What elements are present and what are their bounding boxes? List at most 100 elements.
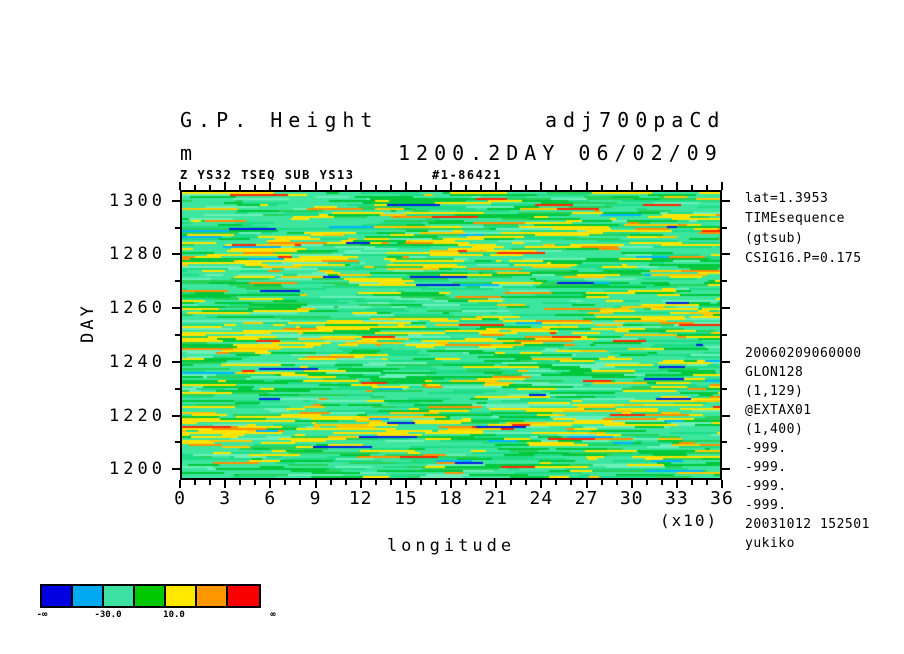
colorbar-segment bbox=[104, 586, 135, 606]
annotation-line: -999. bbox=[745, 441, 787, 456]
axis-tick bbox=[645, 185, 648, 190]
x-tick-label: 36 bbox=[710, 488, 734, 509]
axis-tick bbox=[510, 480, 513, 485]
plot-area: 0 3 6 9 12 15 18 21 24 27 30 33 36 1300 1280 1260 1240 12… bbox=[109, 182, 733, 509]
axis-tick bbox=[675, 480, 678, 488]
colorbar-segment bbox=[42, 586, 73, 606]
axis-tick bbox=[172, 253, 180, 256]
axis-tick bbox=[284, 480, 287, 485]
colorbar-segment bbox=[73, 586, 104, 606]
axis-tick bbox=[175, 387, 180, 390]
axis-tick bbox=[239, 480, 242, 485]
axis-tick bbox=[314, 480, 317, 488]
axis-tick bbox=[179, 480, 181, 488]
y-tick-label: 1220 bbox=[109, 405, 166, 426]
axis-tick bbox=[722, 334, 727, 336]
axis-tick bbox=[209, 185, 212, 190]
colorbar bbox=[40, 584, 261, 608]
axis-tick bbox=[465, 480, 468, 485]
axis-tick bbox=[722, 226, 727, 229]
axis-tick bbox=[404, 480, 407, 488]
axis-tick bbox=[254, 480, 257, 485]
axis-tick bbox=[269, 182, 272, 190]
x-tick-label: 27 bbox=[574, 488, 599, 509]
axis-tick bbox=[722, 468, 730, 471]
y-tick-label: 1300 bbox=[109, 190, 166, 211]
axis-tick bbox=[615, 185, 618, 190]
axis-tick bbox=[660, 185, 663, 190]
axis-tick bbox=[359, 182, 362, 190]
annotation-line: (gtsub) bbox=[745, 231, 804, 246]
axis-tick bbox=[480, 185, 483, 190]
y-tick-label: 1260 bbox=[109, 298, 166, 319]
axis-tick bbox=[690, 185, 693, 190]
annotation-line: 20060209060000 bbox=[745, 346, 862, 361]
axis-tick bbox=[555, 185, 558, 190]
axis-tick bbox=[344, 185, 347, 190]
x-tick-label: 30 bbox=[619, 488, 644, 509]
axis-tick bbox=[254, 185, 257, 190]
axis-tick bbox=[419, 185, 422, 190]
axis-tick bbox=[705, 480, 708, 485]
annotation-line: (1,400) bbox=[745, 422, 804, 437]
annotation-line: lat=1.3953 bbox=[745, 191, 829, 206]
axis-tick bbox=[359, 480, 362, 488]
axis-tick bbox=[705, 185, 708, 190]
axis-tick bbox=[194, 185, 197, 190]
colorbar-segment bbox=[197, 586, 228, 606]
x-axis-label: longitude bbox=[386, 536, 516, 556]
axis-tick bbox=[600, 480, 603, 485]
plot-subtitle-date: 1200.2DAY 06/02/09 bbox=[398, 141, 723, 165]
annotation-line: @EXTAX01 bbox=[745, 403, 812, 418]
axis-tick bbox=[224, 480, 227, 488]
colorbar-tick-label: 10.0 bbox=[163, 610, 185, 620]
axis-tick bbox=[179, 182, 181, 190]
annotation-line: CSIG16.P=0.175 bbox=[745, 251, 862, 266]
right-panel-bottom: 20060209060000 GLON128 (1,129) @EXTAX01 (1,4… bbox=[745, 344, 870, 553]
x-tick-label: 33 bbox=[664, 488, 689, 509]
axis-tick bbox=[314, 182, 317, 190]
axis-tick bbox=[722, 199, 730, 202]
axis-tick bbox=[660, 480, 663, 485]
axis-tick bbox=[722, 387, 727, 390]
annotation-line: -999. bbox=[745, 498, 787, 513]
colorbar-segment bbox=[166, 586, 197, 606]
x-tick-label: 6 bbox=[264, 488, 277, 509]
axis-tick bbox=[721, 182, 723, 190]
axis-tick bbox=[239, 185, 242, 190]
axis-tick bbox=[675, 182, 678, 190]
colorbar-tick-label: -30.0 bbox=[94, 610, 122, 620]
colorbar-tick-label: ∞ bbox=[270, 610, 276, 620]
axis-tick bbox=[284, 185, 287, 190]
axis-tick bbox=[495, 480, 498, 488]
axis-tick bbox=[450, 480, 452, 488]
axis-tick bbox=[224, 182, 227, 190]
axis-tick bbox=[722, 280, 727, 283]
colorbar-segment bbox=[228, 586, 259, 606]
axis-tick bbox=[389, 480, 392, 485]
x-tick-label: 24 bbox=[529, 488, 554, 509]
axis-tick bbox=[480, 480, 483, 485]
axis-tick bbox=[389, 185, 392, 190]
x-tick-label: 9 bbox=[309, 488, 322, 509]
plot-meta-right: #1-86421 bbox=[432, 168, 502, 182]
annotation-line: 20031012 152501 bbox=[745, 517, 870, 532]
x-tick-label: 0 bbox=[174, 488, 186, 509]
right-panel-top: lat=1.3953 TIMEsequence (gtsub) CSIG16.P=0.… bbox=[745, 189, 862, 269]
plot-title: G.P. Height bbox=[180, 108, 379, 132]
y-tick-label: 1240 bbox=[109, 351, 166, 372]
axis-tick bbox=[615, 480, 618, 485]
colorbar-segment bbox=[135, 586, 166, 606]
axis-tick bbox=[374, 480, 377, 485]
x-axis-scale-note: (x10) bbox=[660, 511, 719, 530]
annotation-line: (1,129) bbox=[745, 384, 804, 399]
annotation-line: yukiko bbox=[745, 536, 795, 551]
axis-tick bbox=[722, 414, 730, 417]
axis-tick bbox=[722, 441, 727, 444]
x-tick-label: 18 bbox=[439, 488, 463, 509]
x-tick-label: 3 bbox=[219, 488, 232, 509]
annotation-line: -999. bbox=[745, 479, 787, 494]
axis-tick bbox=[525, 480, 528, 485]
axis-tick bbox=[374, 185, 377, 190]
